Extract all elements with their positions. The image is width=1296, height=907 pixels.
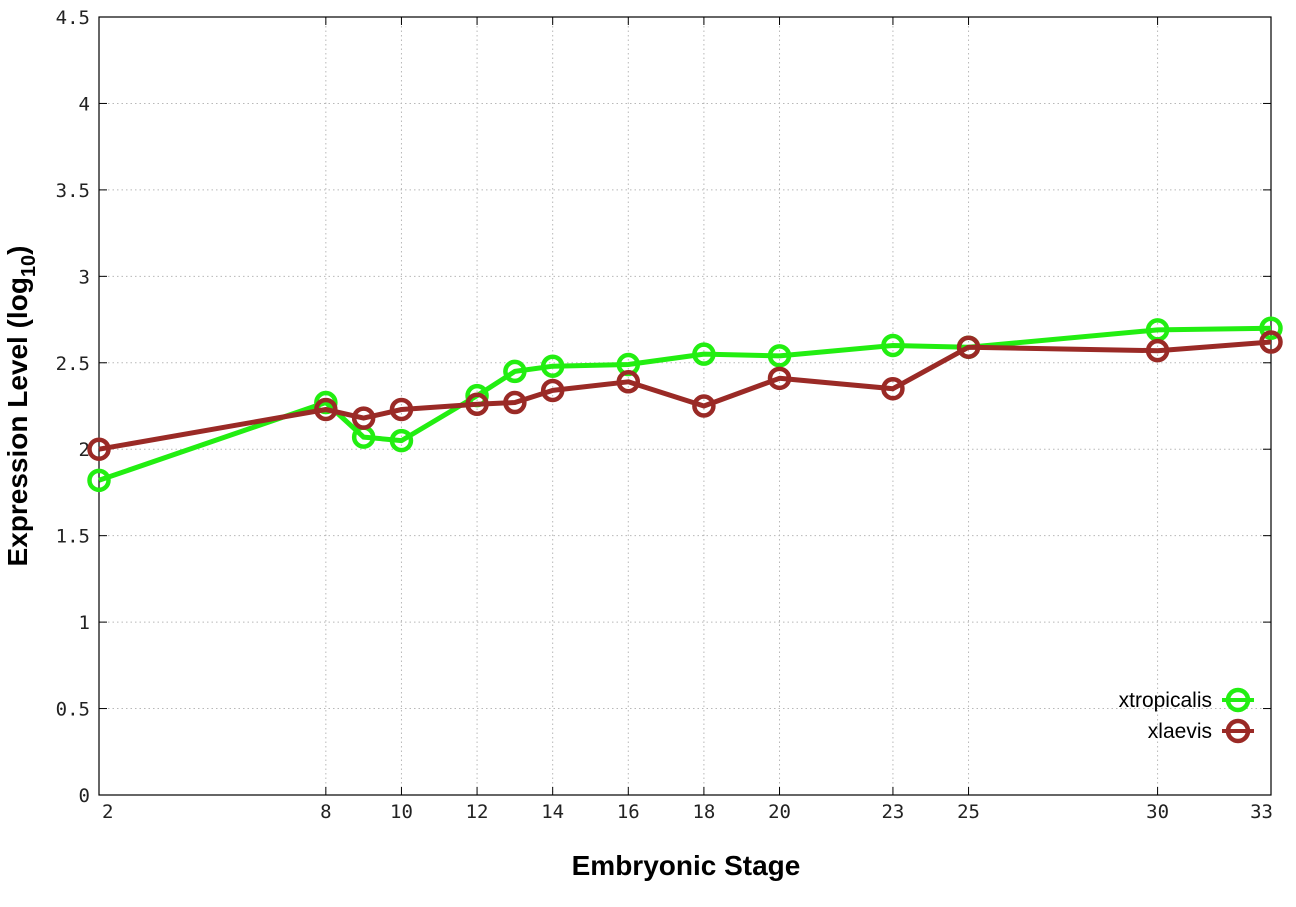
data-point-xlaevis <box>692 394 716 418</box>
data-point-xtropicalis <box>881 333 905 358</box>
data-point-xlaevis <box>1259 330 1283 354</box>
legend: xtropicalis xlaevis <box>1119 687 1254 744</box>
legend-entry-xlaevis: xlaevis <box>1148 718 1254 744</box>
x-tick-label: 16 <box>617 801 640 823</box>
y-tick-label: 1.5 <box>56 526 90 548</box>
data-point-xlaevis <box>616 370 641 394</box>
data-point-xlaevis <box>351 406 376 430</box>
x-tick-label: 33 <box>1250 801 1273 823</box>
y-tick-label: 4.5 <box>56 7 90 29</box>
y-axis-title-main: Expression Level (log <box>2 277 33 566</box>
data-point-xtropicalis <box>692 342 716 366</box>
series-layer <box>87 316 1283 493</box>
data-point-xlaevis <box>1145 338 1170 363</box>
x-tick-label: 12 <box>466 801 489 823</box>
x-tick-label: 2 <box>102 801 113 823</box>
legend-label-xtropicalis: xtropicalis <box>1119 689 1212 712</box>
data-point-xlaevis <box>465 392 489 417</box>
x-tick-label: 8 <box>320 801 331 823</box>
data-point-xlaevis <box>767 366 792 391</box>
y-axis-title-subscript: 10 <box>18 255 40 277</box>
y-tick-label: 4 <box>79 93 90 115</box>
grid <box>99 17 1271 795</box>
y-tick-label: 3 <box>79 266 90 288</box>
x-tick-label: 23 <box>881 801 904 823</box>
y-axis-title-close: ) <box>2 246 33 255</box>
series-line-xtropicalis <box>98 325 1272 483</box>
data-point-xtropicalis <box>1259 316 1283 340</box>
data-point-xtropicalis <box>767 344 792 368</box>
data-point-xlaevis <box>956 335 981 359</box>
x-axis-title: Embryonic Stage <box>572 850 801 881</box>
y-tick-label: 1 <box>79 612 90 634</box>
y-tick-label: 2.5 <box>56 353 90 375</box>
legend-marker-xlaevis <box>1225 718 1251 744</box>
series-xtropicalis <box>87 316 1283 493</box>
x-tick-label: 20 <box>768 801 791 823</box>
data-point-xlaevis <box>881 376 905 401</box>
data-point-xtropicalis <box>540 354 565 378</box>
plot-frame <box>98 16 1272 796</box>
series-xlaevis <box>87 330 1283 461</box>
legend-entry-xtropicalis: xtropicalis <box>1119 687 1254 713</box>
x-tick-label: 30 <box>1146 801 1169 823</box>
y-tick-label: 2 <box>79 439 90 461</box>
data-point-xlaevis <box>503 390 527 415</box>
x-tick-label: 14 <box>541 801 564 823</box>
y-tick-label: 3.5 <box>56 180 90 202</box>
axis-ticks: 0 0.5 1 1.5 2 2.5 3 3.5 4 4.5 2 8 10 12 14 16 18 20 23 25 30… <box>56 7 1273 823</box>
data-point-xtropicalis <box>389 428 414 453</box>
data-point-xlaevis <box>540 378 565 403</box>
y-axis-title: Expression Level (log10) <box>2 246 40 567</box>
legend-label-xlaevis: xlaevis <box>1148 720 1212 743</box>
legend-marker-xtropicalis <box>1225 687 1251 713</box>
data-point-xtropicalis <box>87 468 111 493</box>
x-tick-label: 25 <box>957 801 980 823</box>
y-tick-label: 0 <box>79 785 90 807</box>
y-tick-label: 0.5 <box>56 699 90 721</box>
data-point-xlaevis <box>314 397 338 422</box>
series-line-xlaevis <box>98 339 1272 452</box>
x-tick-label: 18 <box>692 801 715 823</box>
data-point-xtropicalis <box>503 359 527 384</box>
x-tick-label: 10 <box>390 801 413 823</box>
data-point-xlaevis <box>389 397 414 422</box>
data-point-xlaevis <box>87 437 111 461</box>
